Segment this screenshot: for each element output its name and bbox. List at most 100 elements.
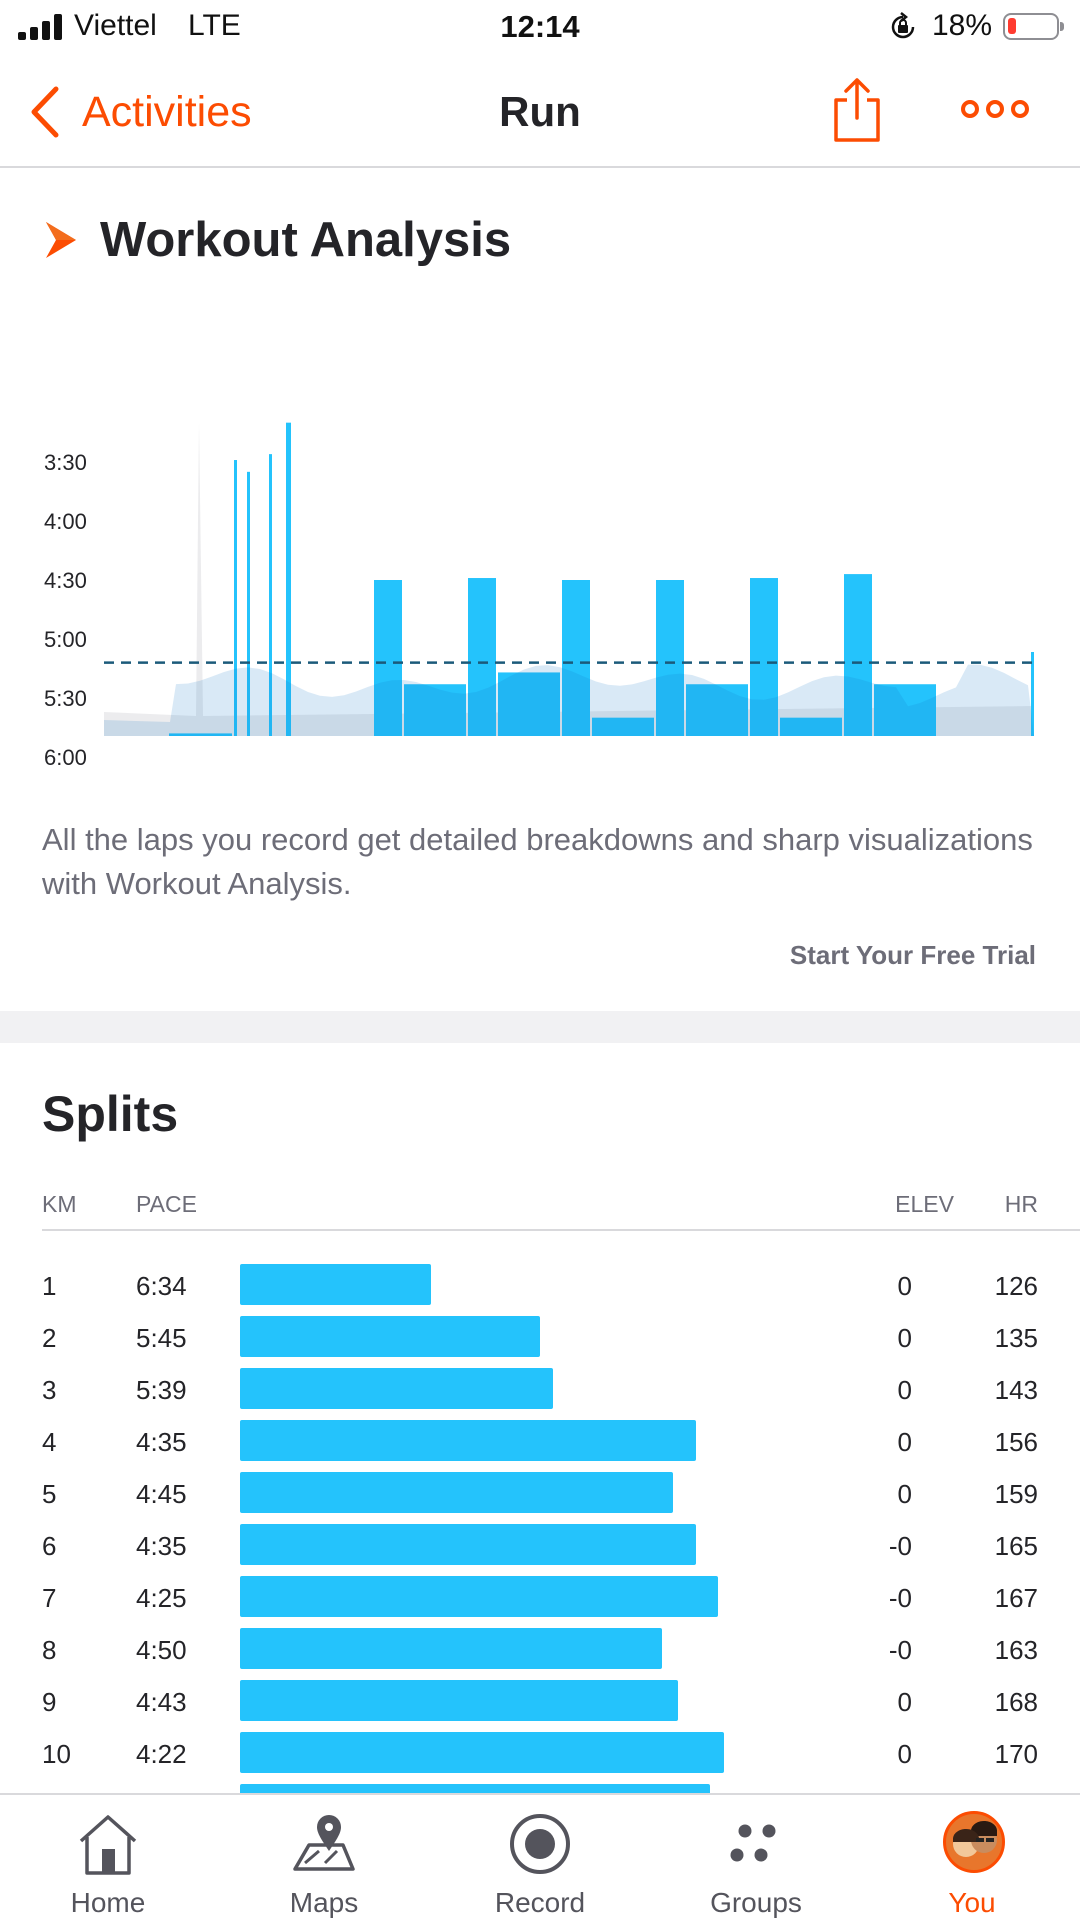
workout-analysis-chart: 3:304:004:305:005:306:006:30/km [44, 422, 1034, 772]
split-pace: 4:43 [136, 1687, 187, 1717]
split-pace-bar [240, 1264, 431, 1305]
split-row: 10 4:22 0 170 [0, 1727, 1080, 1779]
splits-header-row: KM PACE ELEV HR [42, 1183, 1080, 1231]
elevation-area [104, 422, 1034, 736]
lap-bar [169, 733, 232, 736]
record-icon [510, 1814, 570, 1874]
lap-bar [750, 578, 778, 736]
lap-bar [468, 578, 496, 736]
split-row: 7 4:25 -0 167 [0, 1571, 1080, 1623]
split-hr: 126 [994, 1271, 1038, 1301]
y-tick-label: 5:30 [44, 686, 87, 711]
back-button[interactable]: Activities [26, 82, 252, 142]
split-km: 7 [42, 1583, 57, 1613]
tab-home[interactable]: Home [0, 1795, 216, 1922]
split-km: 3 [42, 1375, 57, 1405]
split-pace-bar [240, 1576, 718, 1617]
split-hr: 168 [994, 1687, 1038, 1717]
tab-record[interactable]: Record [432, 1795, 648, 1922]
split-pace: 6:34 [136, 1271, 187, 1301]
split-row: 8 4:50 -0 163 [0, 1623, 1080, 1675]
signal-icon [18, 14, 64, 40]
header-km: KM [42, 1191, 77, 1217]
split-km: 5 [42, 1479, 57, 1509]
split-elev: 0 [897, 1479, 912, 1509]
header-elev: ELEV [895, 1191, 954, 1217]
split-elev: 0 [897, 1687, 912, 1717]
lap-bar [1031, 652, 1034, 736]
y-tick-label: 5:00 [44, 627, 87, 652]
split-pace-bar [240, 1368, 553, 1409]
splits-section: Splits KM PACE ELEV HR 1 6:34 0 126 2 5:45 0 13… [0, 1043, 1080, 1793]
lap-bar [269, 454, 272, 736]
split-row: 5 4:45 0 159 [0, 1467, 1080, 1519]
split-pace: 4:35 [136, 1427, 187, 1457]
split-km: 8 [42, 1635, 57, 1665]
tab-bar: Home Maps Record Groups [0, 1793, 1080, 1922]
tab-maps[interactable]: Maps [216, 1795, 432, 1922]
heart-rate-area [104, 664, 1034, 736]
lap-bar [404, 684, 466, 736]
nav-bar: Activities Run [0, 58, 1080, 168]
workout-analysis-title: Workout Analysis [100, 213, 512, 267]
lap-bar [498, 672, 560, 736]
splits-title: Splits [42, 1086, 179, 1142]
split-pace-bar [240, 1524, 696, 1565]
split-hr: 165 [994, 1531, 1038, 1561]
split-row-partial [0, 1779, 1080, 1793]
split-row: 4 4:35 0 156 [0, 1415, 1080, 1467]
lap-bar [844, 574, 872, 736]
maps-icon [293, 1815, 355, 1871]
split-elev: 0 [897, 1739, 912, 1769]
lap-bar [780, 717, 842, 736]
split-km: 1 [42, 1271, 57, 1301]
lap-bar [234, 460, 237, 736]
split-row: 3 5:39 0 143 [0, 1363, 1080, 1415]
section-separator [0, 1011, 1080, 1043]
split-row: 2 5:45 0 135 [0, 1311, 1080, 1363]
split-km: 9 [42, 1687, 57, 1717]
split-elev: -0 [888, 1531, 912, 1561]
more-options-icon[interactable] [960, 94, 1030, 124]
tab-you[interactable]: You [864, 1795, 1080, 1922]
lap-bar [874, 684, 936, 736]
split-pace-bar [240, 1628, 662, 1669]
avatar [943, 1811, 1005, 1873]
lap-bar [656, 580, 684, 736]
split-hr: 143 [994, 1375, 1038, 1405]
network-type: LTE [188, 9, 241, 42]
tab-groups[interactable]: Groups [648, 1795, 864, 1922]
split-pace: 4:45 [136, 1479, 187, 1509]
share-icon[interactable] [832, 76, 882, 144]
battery-icon [1003, 13, 1064, 40]
split-row: 9 4:43 0 168 [0, 1675, 1080, 1727]
split-hr: 159 [994, 1479, 1038, 1509]
split-elev: 0 [897, 1375, 912, 1405]
home-icon [79, 1815, 137, 1875]
split-elev: 0 [897, 1427, 912, 1457]
split-km: 6 [42, 1531, 57, 1561]
header-pace: PACE [136, 1191, 197, 1217]
carrier-name: Viettel [74, 9, 157, 42]
split-elev: 0 [897, 1271, 912, 1301]
lap-bar [686, 684, 748, 736]
header-hr: HR [1004, 1191, 1038, 1217]
tab-groups-label: Groups [710, 1887, 802, 1918]
start-free-trial-link[interactable]: Start Your Free Trial [789, 940, 1036, 970]
lap-bar [286, 422, 291, 736]
lap-bar [562, 580, 590, 736]
split-hr: 135 [994, 1323, 1038, 1353]
split-elev: -0 [888, 1583, 912, 1613]
split-elev: 0 [897, 1323, 912, 1353]
lap-bar [592, 717, 654, 736]
split-hr: 170 [994, 1739, 1038, 1769]
split-pace-bar [240, 1420, 696, 1461]
workout-analysis-description: All the laps you record get detailed bre… [42, 822, 1033, 901]
y-tick-label: 3:30 [44, 450, 87, 475]
split-pace-bar [240, 1472, 673, 1513]
split-pace-bar [240, 1316, 540, 1357]
split-pace: 5:39 [136, 1375, 187, 1405]
workout-analysis-section: Workout Analysis 3:30 4:00 4:30 5:00 5:30 6:0… [0, 168, 1080, 1011]
split-pace-bar [240, 1680, 678, 1721]
y-tick-label: 4:00 [44, 509, 87, 534]
